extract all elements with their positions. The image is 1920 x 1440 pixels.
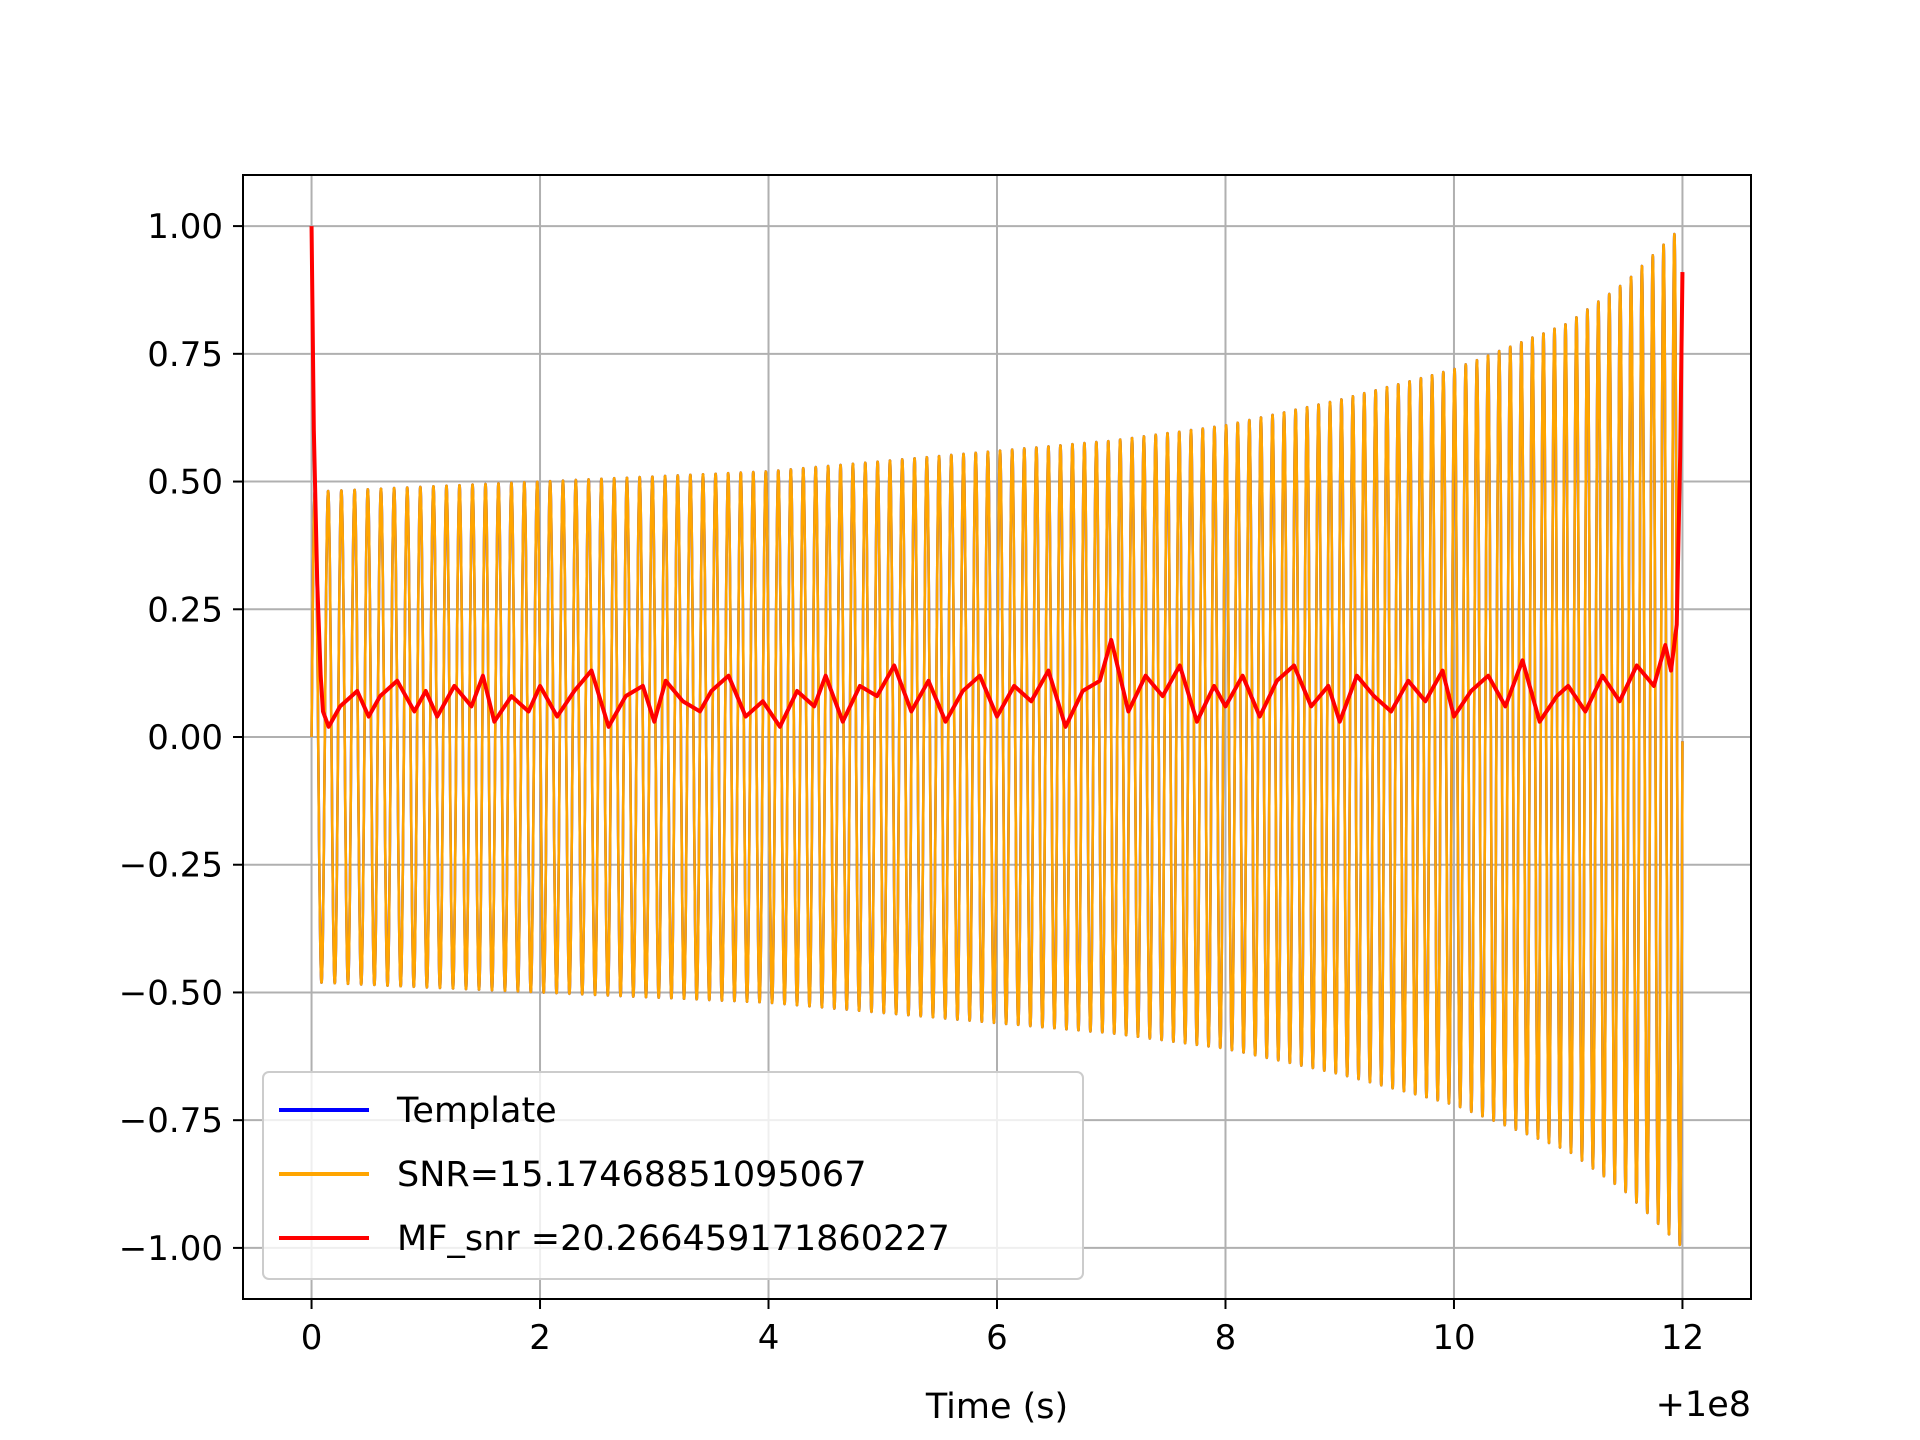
y-tick-label: 0.00	[147, 718, 223, 758]
x-tick-label: 0	[301, 1318, 323, 1358]
legend: Template SNR=15.17468851095067 MF_snr =20.…	[262, 1071, 1084, 1280]
y-tick-label: 0.50	[147, 463, 223, 503]
y-axis-ticks: 1.00 0.75 0.50 0.25 0.00 −0.25 −0.50 −0.75 −1.00	[119, 207, 243, 1269]
y-tick-label: 0.25	[147, 590, 223, 630]
series-line-2	[309, 226, 1685, 729]
x-tick-label: 6	[986, 1318, 1008, 1358]
x-axis-offset-label: +1e8	[1656, 1385, 1751, 1425]
x-axis-label: Time (s)	[925, 1387, 1068, 1427]
y-tick-label: −0.75	[119, 1101, 223, 1141]
legend-box	[262, 1071, 1084, 1280]
x-tick-label: 8	[1215, 1318, 1237, 1358]
y-tick-label: 0.75	[147, 335, 223, 375]
legend-label: Template	[396, 1091, 557, 1131]
y-tick-label: −0.25	[119, 846, 223, 886]
x-tick-label: 12	[1661, 1318, 1704, 1358]
y-tick-label: −1.00	[119, 1229, 223, 1269]
x-axis-ticks: 0 2 4 6 8 10 12	[301, 1299, 1704, 1358]
legend-label: SNR=15.17468851095067	[397, 1155, 866, 1195]
legend-label: MF_snr =20.266459171860227	[397, 1219, 950, 1259]
y-tick-label: 1.00	[147, 207, 223, 247]
plot-area	[309, 226, 1685, 1247]
y-tick-label: −0.50	[119, 973, 223, 1013]
x-tick-label: 4	[758, 1318, 780, 1358]
series-line-1	[310, 232, 1684, 1247]
x-tick-label: 2	[529, 1318, 551, 1358]
x-tick-label: 10	[1432, 1318, 1475, 1358]
